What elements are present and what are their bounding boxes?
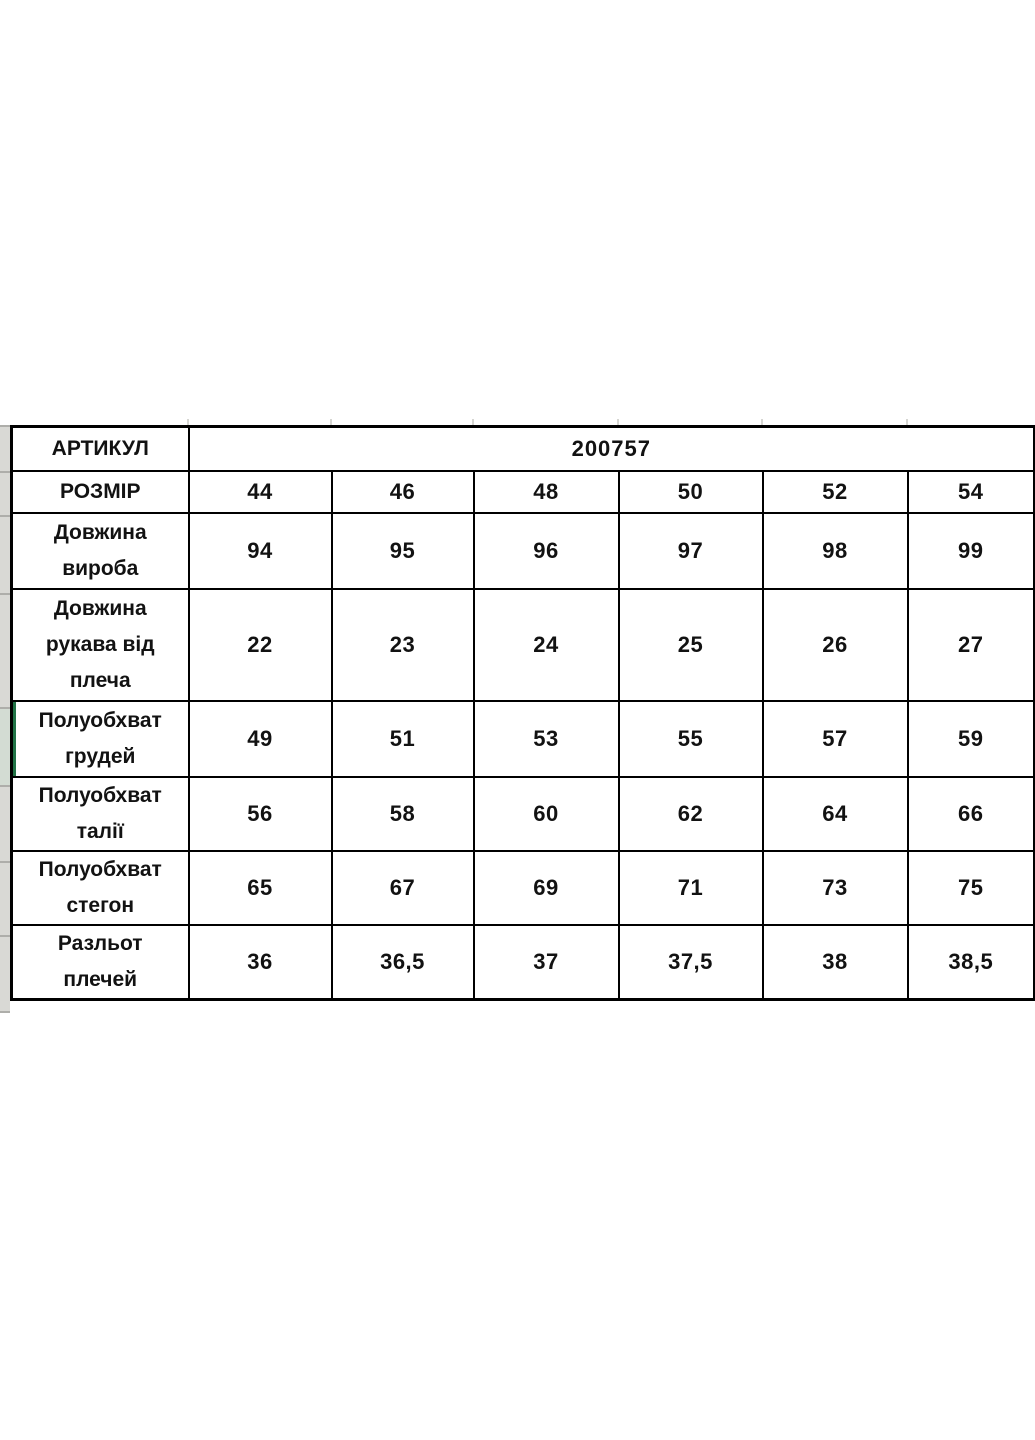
value-cell: 56 (187, 775, 333, 852)
article-value-cell: 200757 (187, 425, 1035, 472)
size-value-cell: 48 (472, 469, 620, 514)
value-cell: 67 (330, 849, 475, 926)
size-value-cell: 52 (761, 469, 909, 514)
measurement-row: Полуобхват стегон 65 67 69 71 73 75 (10, 849, 1035, 926)
row-label-cell: Полуобхват талії (10, 775, 190, 852)
size-row: РОЗМІР 44 46 48 50 52 54 (10, 469, 1035, 514)
value-cell: 36 (187, 923, 333, 1000)
row-header-segment (0, 863, 10, 937)
crop-tick (472, 419, 474, 425)
row-label-cell: Полуобхват стегон (10, 849, 190, 926)
row-header-segment (0, 517, 10, 595)
value-cell: 62 (617, 775, 764, 852)
row-header-segment (0, 937, 10, 1013)
row-label-cell: Разльот плечей (10, 923, 190, 1000)
value-cell: 37,5 (617, 923, 764, 1000)
row-header-segment (0, 595, 10, 709)
article-label-cell: АРТИКУЛ (10, 425, 190, 472)
value-cell: 55 (617, 699, 764, 778)
value-cell: 95 (330, 511, 475, 590)
row-label-cell: Довжина рукава від плеча (10, 587, 190, 702)
measurement-row: Разльот плечей 36 36,5 37 37,5 38 38,5 (10, 923, 1035, 1000)
excel-row-header-strip (0, 425, 10, 1013)
row-header-segment-selected (0, 709, 10, 787)
row-label-cell-selected: Полуобхват грудей (10, 699, 190, 778)
size-value-cell: 50 (617, 469, 764, 514)
value-cell: 64 (761, 775, 909, 852)
measurement-row: Довжина рукава від плеча 22 23 24 25 26 … (10, 587, 1035, 702)
value-cell: 99 (906, 511, 1035, 590)
value-cell: 37 (472, 923, 620, 1000)
value-cell: 94 (187, 511, 333, 590)
value-cell: 27 (906, 587, 1035, 702)
article-row: АРТИКУЛ 200757 (10, 425, 1035, 472)
size-table: АРТИКУЛ 200757 РОЗМІР 44 46 48 50 52 54 … (10, 425, 1035, 1001)
value-cell: 71 (617, 849, 764, 926)
value-cell: 49 (187, 699, 333, 778)
value-cell: 38 (761, 923, 909, 1000)
size-value-cell: 46 (330, 469, 475, 514)
value-cell: 98 (761, 511, 909, 590)
row-header-segment (0, 787, 10, 863)
measurement-row: Полуобхват талії 56 58 60 62 64 66 (10, 775, 1035, 852)
value-cell: 26 (761, 587, 909, 702)
measurement-row: Довжина вироба 94 95 96 97 98 99 (10, 511, 1035, 590)
value-cell: 66 (906, 775, 1035, 852)
value-cell: 22 (187, 587, 333, 702)
row-label-cell: Довжина вироба (10, 511, 190, 590)
row-header-segment (0, 425, 10, 473)
value-cell: 36,5 (330, 923, 475, 1000)
row-header-segment (0, 473, 10, 517)
value-cell: 73 (761, 849, 909, 926)
crop-tick (761, 419, 763, 425)
value-cell: 57 (761, 699, 909, 778)
value-cell: 60 (472, 775, 620, 852)
crop-tick (617, 419, 619, 425)
value-cell: 24 (472, 587, 620, 702)
value-cell: 51 (330, 699, 475, 778)
crop-tick (187, 419, 189, 425)
value-cell: 75 (906, 849, 1035, 926)
value-cell: 97 (617, 511, 764, 590)
value-cell: 23 (330, 587, 475, 702)
crop-tick (906, 419, 908, 425)
size-value-cell: 44 (187, 469, 333, 514)
value-cell: 25 (617, 587, 764, 702)
value-cell: 53 (472, 699, 620, 778)
size-label-cell: РОЗМІР (10, 469, 190, 514)
measurement-row: Полуобхват грудей 49 51 53 55 57 59 (10, 699, 1035, 778)
size-value-cell: 54 (906, 469, 1035, 514)
value-cell: 65 (187, 849, 333, 926)
value-cell: 59 (906, 699, 1035, 778)
crop-tick (330, 419, 332, 425)
value-cell: 69 (472, 849, 620, 926)
value-cell: 96 (472, 511, 620, 590)
value-cell: 58 (330, 775, 475, 852)
value-cell: 38,5 (906, 923, 1035, 1000)
